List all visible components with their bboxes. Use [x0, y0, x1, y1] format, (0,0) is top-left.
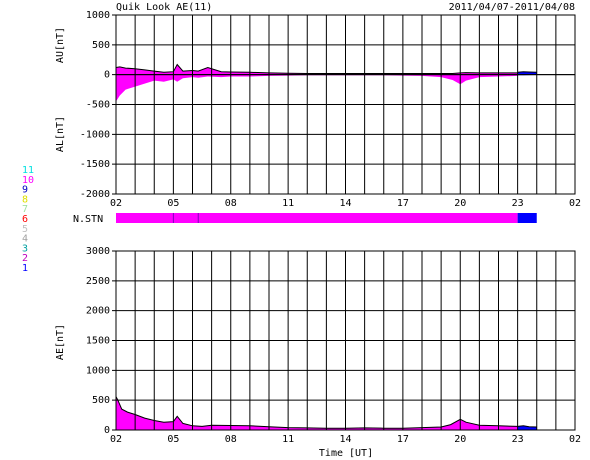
au-al-ytick-labels: 1000 500 0 -500 -1000 -1500 -2000	[80, 10, 110, 200]
au-al-ytick: -1500	[80, 159, 110, 170]
ae-ytick: 1000	[86, 365, 110, 376]
ae-series	[115, 396, 537, 430]
legend-station-4: 4	[22, 234, 28, 245]
ae-ytick: 2000	[86, 306, 110, 317]
station-segment-1	[517, 213, 537, 223]
au-al-grid	[112, 14, 576, 195]
au-al-xtick: 14	[339, 198, 351, 209]
au-al-xtick: 20	[454, 198, 466, 209]
legend-station-1: 1	[22, 263, 28, 274]
ae-xtick: 23	[512, 434, 524, 445]
au-al-frame	[115, 14, 576, 195]
ae-xtick: 08	[225, 434, 237, 445]
station-segment-0	[116, 213, 518, 223]
ae-ytick: 1500	[86, 336, 110, 347]
au-al-panel: 1000 500 0 -500 -1000 -1500 -2000 02 05 08 11 14 17…	[55, 10, 581, 209]
ae-xtick: 14	[339, 434, 351, 445]
legend-station-8: 8	[22, 194, 28, 205]
legend-station-7: 7	[22, 204, 28, 215]
ae-ytick-labels: 3000 2500 2000 1500 1000 500 0	[86, 246, 110, 436]
au-al-area-0	[116, 64, 518, 102]
au-al-xtick: 08	[225, 198, 237, 209]
au-al-xtick: 05	[167, 198, 179, 209]
al-axis-label: AL[nT]	[55, 116, 66, 152]
ae-area-0	[116, 396, 518, 430]
au-al-ytick: 1000	[86, 10, 110, 21]
ae-xtick: 02	[110, 434, 122, 445]
ae-line-1	[517, 425, 537, 428]
au-axis-label: AU[nT]	[55, 27, 66, 63]
au-al-ytick: -500	[86, 100, 110, 111]
ae-xtick: 05	[167, 434, 179, 445]
au-al-ytick: 0	[104, 70, 110, 81]
au-al-xtick: 11	[282, 198, 294, 209]
ae-grid	[112, 250, 576, 431]
ae-ytick: 2500	[86, 276, 110, 287]
au-al-ytick: -2000	[80, 189, 110, 200]
au-al-ytick: -1000	[80, 129, 110, 140]
ae-line-0	[115, 396, 518, 429]
au-al-xtick: 02	[569, 198, 581, 209]
au-al-xtick-labels: 02 05 08 11 14 17 20 23 02	[110, 198, 581, 209]
ae-ytick: 3000	[86, 246, 110, 257]
legend-station-5: 5	[22, 224, 28, 235]
legend-station-10: 10	[22, 175, 34, 186]
date-range: 2011/04/07-2011/04/08	[449, 2, 575, 13]
au-al-xtick: 23	[512, 198, 524, 209]
ae-frame	[115, 250, 576, 431]
ae-xtick: 17	[397, 434, 409, 445]
au-al-ytick: 500	[92, 40, 110, 51]
ae-xtick: 11	[282, 434, 294, 445]
au-al-xtick: 17	[397, 198, 409, 209]
legend-station-9: 9	[22, 185, 28, 196]
ae-ytick: 0	[104, 425, 110, 436]
au-line-1	[517, 71, 537, 73]
chart-title: Quik Look AE(11)	[116, 2, 212, 13]
station-count-panel: N.STN	[73, 213, 537, 225]
ae-ytick: 500	[92, 395, 110, 406]
x-axis-label: Time [UT]	[319, 448, 373, 459]
legend-station-3: 3	[22, 243, 28, 254]
nstn-label: N.STN	[73, 214, 103, 225]
au-line-0	[115, 63, 518, 74]
legend-station-2: 2	[22, 253, 28, 264]
ae-panel: 3000 2500 2000 1500 1000 500 0 02 05 08 11 14 17 20 2…	[55, 246, 581, 459]
station-count-bar	[116, 213, 537, 223]
legend-station-11: 11	[22, 165, 34, 176]
ae-xtick: 20	[454, 434, 466, 445]
au-al-xtick: 02	[110, 198, 122, 209]
legend-station-6: 6	[22, 214, 28, 225]
ae-xtick-labels: 02 05 08 11 14 17 20 23 02	[110, 434, 581, 445]
ae-xtick: 02	[569, 434, 581, 445]
ae-axis-label: AE[nT]	[55, 324, 66, 360]
